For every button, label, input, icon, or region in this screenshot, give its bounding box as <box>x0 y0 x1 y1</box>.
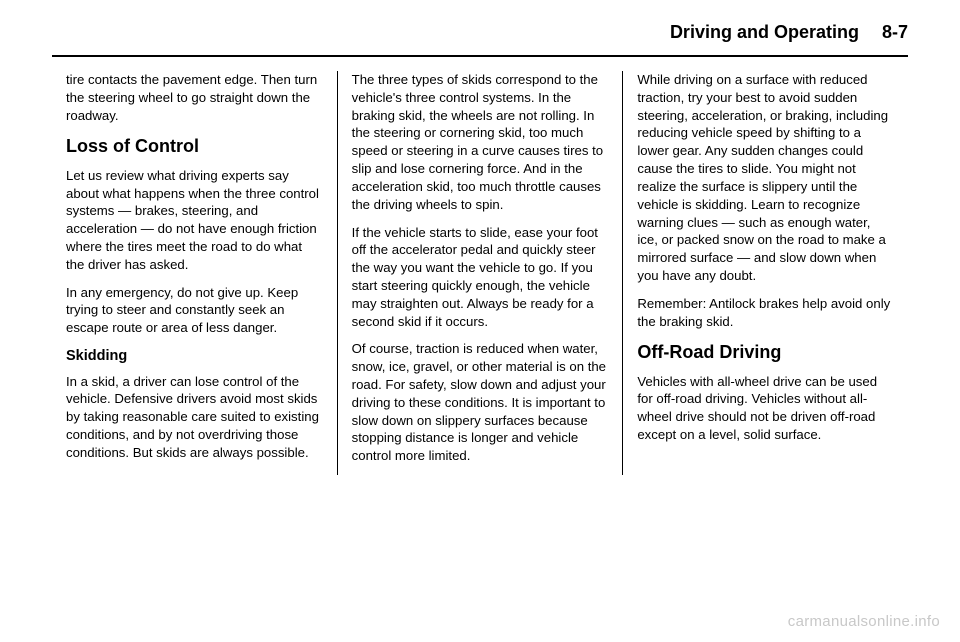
column-2: The three types of skids correspond to t… <box>337 71 623 475</box>
heading-skidding: Skidding <box>66 347 323 367</box>
column-1: tire contacts the pavement edge. Then tu… <box>52 71 337 475</box>
body-text: Vehicles with all-wheel drive can be use… <box>637 373 894 444</box>
body-text: Of course, traction is reduced when wate… <box>352 340 609 465</box>
body-text: Let us review what driving experts say a… <box>66 167 323 274</box>
body-text: In any emergency, do not give up. Keep t… <box>66 284 323 337</box>
column-3: While driving on a surface with reduced … <box>622 71 908 475</box>
heading-loss-of-control: Loss of Control <box>66 134 323 158</box>
watermark: carmanualsonline.info <box>788 613 940 630</box>
body-text: tire contacts the pavement edge. Then tu… <box>66 71 323 124</box>
columns-container: tire contacts the pavement edge. Then tu… <box>52 71 908 475</box>
page-container: Driving and Operating 8-7 tire contacts … <box>0 0 960 475</box>
body-text: Remember: Antilock brakes help avoid onl… <box>637 295 894 331</box>
header-rule <box>52 55 908 57</box>
section-title: Driving and Operating <box>670 22 859 42</box>
page-number: 8-7 <box>864 22 908 42</box>
body-text: The three types of skids correspond to t… <box>352 71 609 214</box>
body-text: In a skid, a driver can lose control of … <box>66 373 323 462</box>
page-header: Driving and Operating 8-7 <box>52 22 908 49</box>
heading-off-road-driving: Off-Road Driving <box>637 340 894 364</box>
body-text: While driving on a surface with reduced … <box>637 71 894 285</box>
body-text: If the vehicle starts to slide, ease you… <box>352 224 609 331</box>
